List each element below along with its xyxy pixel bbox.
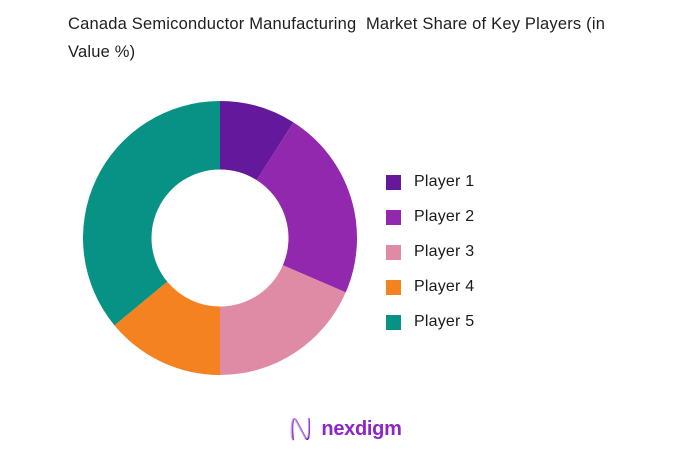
legend-swatch-icon [386,279,401,295]
legend-label: Player 2 [414,208,475,225]
donut-segment-player-3 [220,265,346,375]
legend: Player 1 Player 2 Player 3 Player 4 Player 5 [386,173,475,349]
legend-label: Player 4 [414,278,475,295]
donut-chart [82,101,357,376]
footer-logo: nexdigm [0,411,690,447]
legend-label: Player 5 [414,313,475,330]
donut-segment-player-5 [82,101,220,326]
legend-item-5: Player 5 [386,313,475,330]
legend-swatch-icon [386,314,401,330]
donut-chart-svg [82,101,357,376]
legend-item-3: Player 3 [386,243,475,260]
legend-label: Player 3 [414,243,475,260]
legend-swatch-icon [386,174,401,190]
legend-swatch-icon [386,244,401,260]
donut-segment-player-1 [220,101,294,181]
legend-item-1: Player 1 [386,173,475,190]
legend-swatch-icon [386,209,401,225]
legend-item-4: Player 4 [386,278,475,295]
legend-item-2: Player 2 [386,208,475,225]
donut-segment-player-4 [114,281,220,376]
donut-segment-player-2 [256,122,357,293]
chart-title: Canada Semiconductor Manufacturing Marke… [68,15,610,61]
nexdigm-logo-icon [288,414,315,444]
legend-label: Player 1 [414,173,475,190]
logo-text: nexdigm [321,417,402,440]
